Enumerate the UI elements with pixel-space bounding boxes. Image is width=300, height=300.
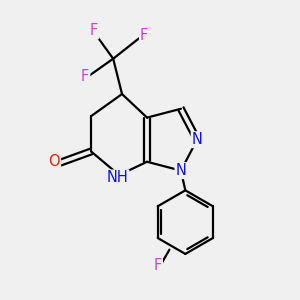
Text: N: N (176, 163, 186, 178)
Text: F: F (90, 23, 98, 38)
Text: F: F (81, 69, 89, 84)
Text: F: F (154, 258, 162, 273)
Text: NH: NH (107, 170, 128, 185)
Text: F: F (140, 28, 148, 43)
Text: N: N (192, 132, 203, 147)
Text: O: O (49, 154, 60, 169)
